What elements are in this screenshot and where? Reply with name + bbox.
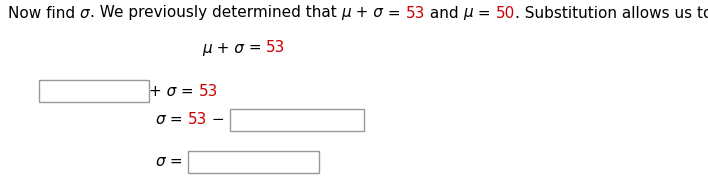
- Text: 53: 53: [266, 41, 285, 55]
- Text: + σ: + σ: [149, 83, 176, 99]
- Text: . Substitution allows us to solve for: . Substitution allows us to solve for: [515, 5, 708, 21]
- FancyBboxPatch shape: [39, 80, 149, 102]
- Text: 53: 53: [406, 5, 425, 21]
- Text: μ + σ: μ + σ: [202, 41, 244, 55]
- Text: =: =: [383, 5, 406, 21]
- Text: 50: 50: [496, 5, 515, 21]
- FancyBboxPatch shape: [188, 151, 319, 173]
- Text: =: =: [166, 113, 188, 127]
- Text: 53: 53: [188, 113, 207, 127]
- Text: −: −: [207, 113, 230, 127]
- Text: =: =: [244, 41, 266, 55]
- Text: 53: 53: [198, 83, 218, 99]
- Text: =: =: [166, 154, 188, 170]
- Text: =: =: [176, 83, 198, 99]
- Text: =: =: [473, 5, 496, 21]
- Text: μ: μ: [464, 5, 473, 21]
- Text: . We previously determined that: . We previously determined that: [90, 5, 341, 21]
- Text: σ: σ: [156, 113, 166, 127]
- Text: σ: σ: [156, 154, 166, 170]
- Text: and: and: [425, 5, 464, 21]
- Text: Now find: Now find: [8, 5, 80, 21]
- Text: σ: σ: [80, 5, 90, 21]
- FancyBboxPatch shape: [230, 109, 365, 131]
- Text: μ + σ: μ + σ: [341, 5, 383, 21]
